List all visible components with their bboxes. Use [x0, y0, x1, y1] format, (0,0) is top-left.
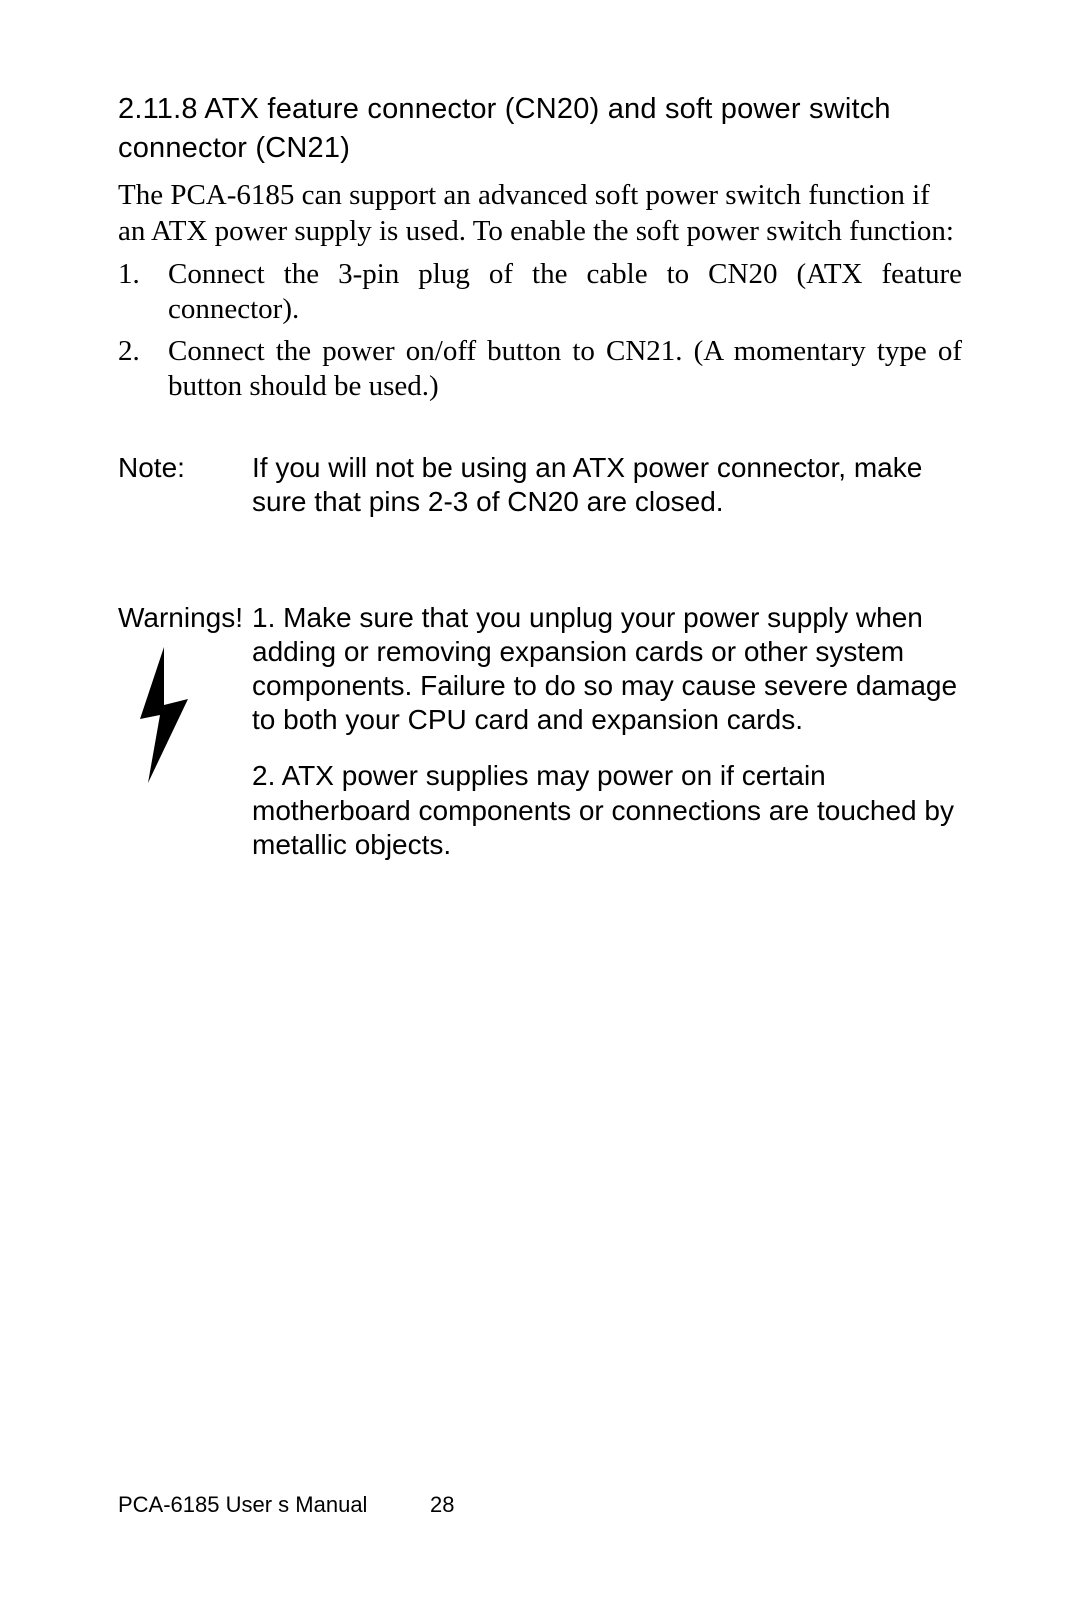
ordered-list: 1. Connect the 3-pin plug of the cable t…	[118, 257, 962, 405]
list-item-text: Connect the 3-pin plug of the cable to C…	[168, 257, 962, 328]
warnings-block: Warnings! 1. Make sure that you unplug y…	[118, 601, 962, 862]
list-item-number: 2.	[118, 334, 168, 405]
warning-item: 2. ATX power supplies may power on if ce…	[252, 759, 962, 861]
list-item: 2. Connect the power on/off button to CN…	[118, 334, 962, 405]
warnings-text: 1. Make sure that you unplug your power …	[252, 601, 962, 862]
footer-page-number: 28	[430, 1492, 454, 1518]
list-item-number: 1.	[118, 257, 168, 328]
warning-item: 1. Make sure that you unplug your power …	[252, 601, 962, 738]
list-item-text: Connect the power on/off button to CN21.…	[168, 334, 962, 405]
list-item: 1. Connect the 3-pin plug of the cable t…	[118, 257, 962, 328]
document-page: 2.11.8 ATX feature connector (CN20) and …	[0, 0, 1080, 1618]
note-label: Note:	[118, 451, 252, 519]
section-heading: 2.11.8 ATX feature connector (CN20) and …	[118, 90, 962, 168]
note-text: If you will not be using an ATX power co…	[252, 451, 962, 519]
page-footer: PCA-6185 User s Manual 28	[118, 1492, 454, 1518]
warnings-left-column: Warnings!	[118, 601, 252, 862]
lightning-icon	[124, 645, 204, 785]
note-block: Note: If you will not be using an ATX po…	[118, 451, 962, 519]
warnings-label: Warnings!	[118, 601, 243, 635]
footer-title: PCA-6185 User s Manual	[118, 1492, 430, 1518]
intro-paragraph: The PCA-6185 can support an advanced sof…	[118, 178, 962, 249]
